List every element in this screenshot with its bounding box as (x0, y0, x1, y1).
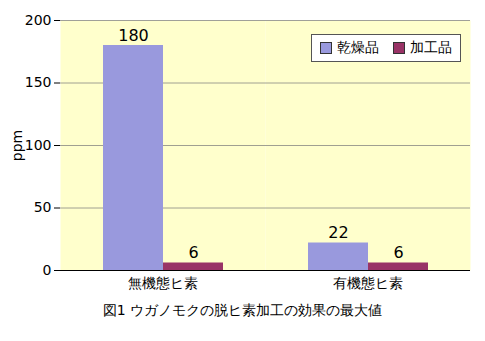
svg-text:ppm: ppm (9, 130, 25, 161)
svg-text:150: 150 (25, 74, 52, 90)
svg-text:180: 180 (118, 26, 149, 45)
svg-text:100: 100 (25, 137, 52, 153)
svg-text:有機態ヒ素: 有機態ヒ素 (333, 275, 403, 291)
svg-text:0: 0 (43, 262, 52, 278)
svg-text:6: 6 (393, 243, 403, 262)
svg-text:22: 22 (328, 223, 348, 242)
svg-text:無機態ヒ素: 無機態ヒ素 (128, 275, 198, 291)
svg-text:6: 6 (188, 243, 198, 262)
html-text:加工品: 加工品 (410, 39, 452, 55)
html-text:図1 ウガノモクの脱ヒ素加工の効果の最大値: 図1 ウガノモクの脱ヒ素加工の効果の最大値 (102, 302, 383, 318)
html-text:乾燥品: 乾燥品 (337, 39, 379, 55)
svg-text:200: 200 (25, 12, 52, 28)
svg-text:50: 50 (34, 199, 52, 215)
